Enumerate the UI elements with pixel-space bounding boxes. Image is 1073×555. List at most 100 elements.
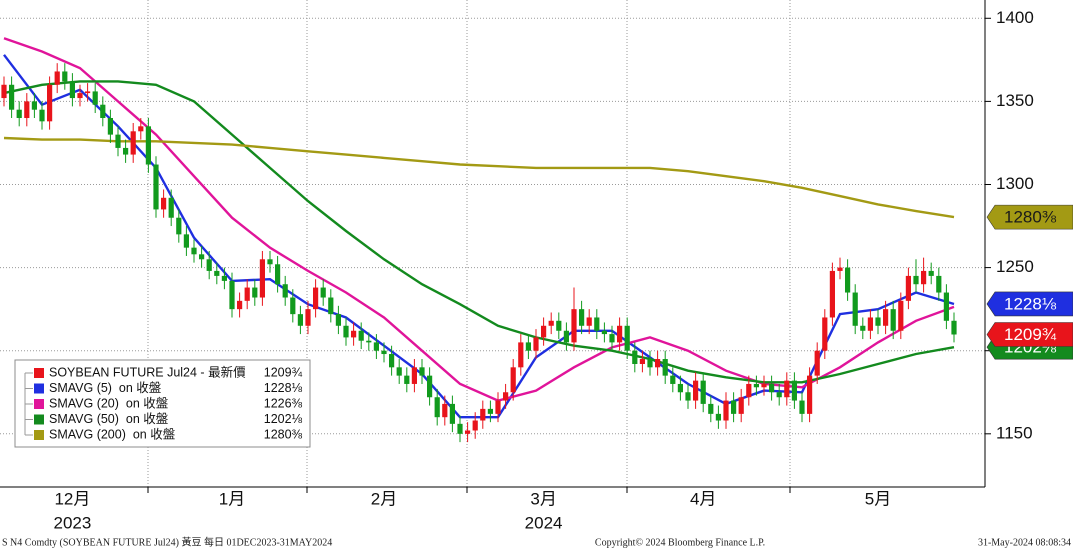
candle-body	[586, 317, 592, 326]
candle-body	[700, 380, 706, 404]
candle-body	[632, 350, 638, 365]
candle-body	[571, 309, 577, 343]
candle-body	[579, 309, 585, 326]
candle-body	[845, 267, 851, 293]
value-tag	[986, 291, 1073, 317]
candle-body	[275, 264, 281, 285]
candle-body	[244, 287, 250, 301]
value-tag	[986, 322, 1073, 347]
candle-body	[282, 284, 288, 298]
legend-label: SMAVG (20) on 收盤	[49, 396, 169, 410]
candle-body	[396, 367, 402, 376]
candle-body	[267, 259, 273, 265]
candle-body	[556, 320, 562, 331]
candle-body	[373, 342, 379, 351]
candle-body	[100, 104, 106, 119]
candle-body	[229, 280, 235, 310]
candle-body	[69, 81, 75, 99]
candle-body	[943, 292, 949, 321]
candle-body	[731, 400, 737, 414]
candle-body	[898, 300, 904, 331]
candle-body	[320, 287, 326, 298]
y-tick-label: 1350	[996, 91, 1034, 110]
candle-body	[905, 275, 911, 301]
candle-body	[761, 383, 767, 388]
y-tick-label: 1300	[996, 174, 1034, 193]
legend-label: SMAVG (5) on 收盤	[49, 381, 162, 395]
candle-body	[434, 397, 440, 418]
candle-body	[183, 234, 189, 248]
candle-body	[465, 430, 471, 434]
value-tag	[986, 204, 1073, 230]
candle-body	[31, 101, 37, 110]
candle-body	[647, 359, 653, 368]
ma-line	[3, 136, 955, 219]
candle-body	[921, 270, 927, 285]
candle-body	[617, 325, 623, 343]
candle-body	[746, 383, 752, 398]
candle-body	[715, 413, 721, 421]
candle-body	[495, 400, 501, 414]
legend-value: 1280⅜	[264, 427, 303, 441]
candle-body	[358, 330, 364, 341]
candle-body	[47, 84, 53, 122]
candle-body	[9, 84, 15, 110]
candle-body	[860, 325, 866, 331]
legend-value: 1226⅜	[264, 396, 303, 410]
candle-body	[518, 342, 524, 368]
candle-body	[145, 126, 151, 165]
candle-body	[54, 71, 60, 85]
candle-body	[176, 217, 182, 235]
candle-body	[92, 91, 98, 105]
candle-body	[799, 400, 805, 414]
legend-value: 1228⅛	[264, 381, 303, 395]
candle-body	[708, 403, 714, 414]
candle-body	[214, 270, 220, 276]
legend-label: SMAVG (50) on 收盤	[49, 412, 169, 426]
candle-body	[24, 101, 30, 119]
candle-body	[290, 297, 296, 315]
candle-body	[199, 254, 205, 260]
candle-body	[753, 383, 759, 388]
candle-body	[693, 380, 699, 401]
candle-body	[259, 259, 265, 298]
candle-body	[138, 126, 144, 132]
footer-left: S N4 Comdty (SOYBEAN FUTURE Jul24) 黃豆 每日…	[2, 535, 332, 548]
candle-body	[624, 325, 630, 351]
candle-body	[161, 197, 167, 210]
candle-body	[168, 197, 174, 218]
candle-body	[807, 375, 813, 414]
x-tick-label: 2月	[371, 489, 397, 508]
legend-label: SOYBEAN FUTURE Jul24 - 最新價	[49, 364, 246, 379]
legend-swatch	[34, 430, 44, 440]
candle-body	[237, 300, 243, 310]
candle-body	[381, 350, 387, 355]
candle-body	[875, 317, 881, 326]
candle-body	[639, 359, 645, 365]
candle-body	[252, 287, 258, 298]
y-tick-label: 1150	[996, 423, 1033, 442]
value-tag-label: 1280⅜	[1004, 208, 1057, 227]
candle-body	[609, 334, 615, 343]
candle-body	[427, 375, 433, 398]
candle-body	[404, 375, 410, 384]
candle-body	[548, 320, 554, 326]
candle-body	[305, 309, 311, 326]
candle-body	[39, 109, 45, 122]
x-tick-label: 4月	[690, 489, 716, 508]
plot-area	[1, 37, 957, 443]
candle-body	[677, 383, 683, 393]
candle-body	[867, 317, 873, 331]
candle-body	[153, 164, 159, 210]
candle-body	[206, 259, 212, 271]
candle-body	[221, 275, 227, 281]
candle-body	[852, 292, 858, 326]
candle-body	[814, 350, 820, 376]
candle-body	[822, 317, 828, 351]
candle-body	[791, 380, 797, 401]
candle-body	[936, 275, 942, 293]
candle-body	[351, 330, 357, 338]
